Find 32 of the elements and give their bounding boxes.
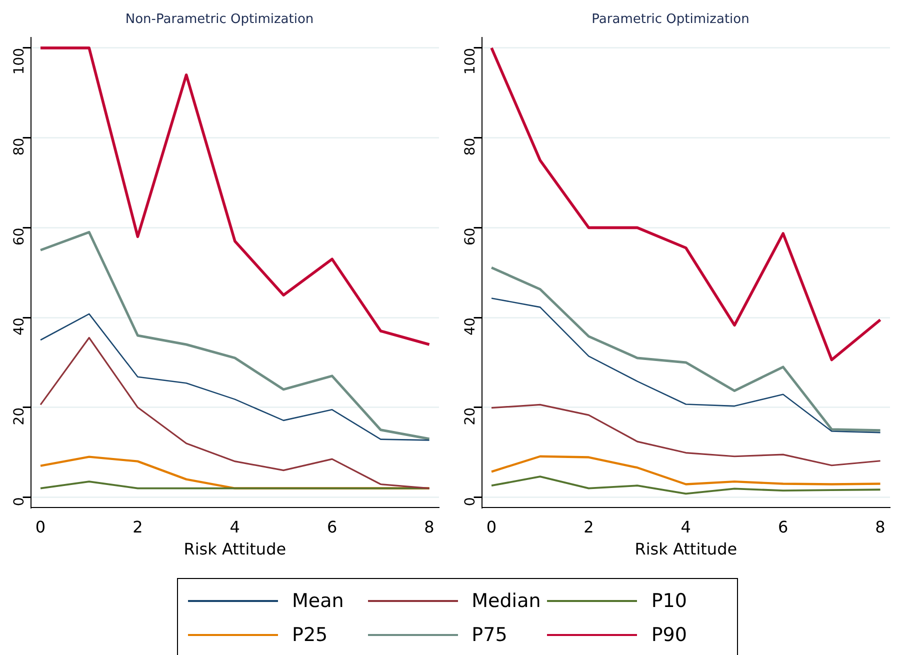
y-tick-label: 0 [462,497,478,506]
x-tick-label: 6 [778,517,788,536]
x-tick-label: 8 [875,517,886,536]
legend-label: P75 [472,624,508,646]
y-tick-label: 80 [462,138,478,156]
x-tick-label: 6 [326,517,338,536]
x-tick-label: 8 [424,517,434,536]
x-tick-label: 0 [35,517,46,536]
y-tick-label: 20 [11,407,28,426]
x-axis-title: Risk Attitude [634,540,738,559]
legend-label: P25 [292,624,328,646]
x-axis-title: Risk Attitude [184,540,286,559]
x-tick-label: 0 [486,517,497,536]
y-tick-label: 40 [462,318,478,336]
legend-label: Mean [292,590,344,612]
x-tick-label: 4 [230,517,240,536]
y-tick-label: 40 [11,318,28,336]
y-tick-label: 20 [462,407,478,426]
y-tick-label: 0 [11,497,28,506]
y-tick-label: 60 [11,228,28,246]
y-tick-label: 60 [462,228,478,246]
y-tick-label: 100 [462,48,478,75]
legend-label: P90 [651,624,687,646]
y-tick-label: 100 [11,48,28,75]
chart-title: Non-Parametric Optimization [125,12,314,28]
chart-title: Parametric Optimization [592,12,750,28]
x-tick-label: 2 [132,517,143,536]
y-tick-label: 80 [11,138,28,156]
legend-label: Median [472,590,541,612]
x-tick-label: 4 [680,517,691,536]
x-tick-label: 2 [584,517,594,536]
legend-label: P10 [651,590,687,612]
